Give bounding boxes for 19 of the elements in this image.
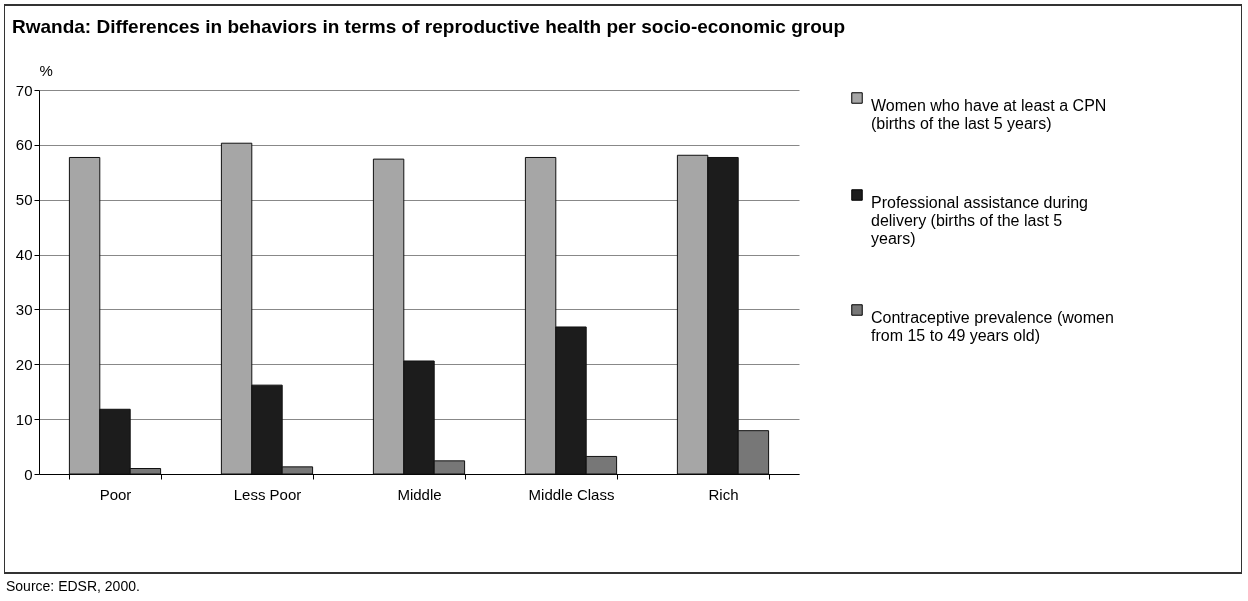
y-tick-label: 50 (15, 191, 33, 209)
source-note: Source: EDSR, 2000. (6, 578, 140, 594)
legend-label: Women who have at least a CPN (births of the last 5 years) (871, 97, 1107, 132)
x-tick-label: Rich (708, 485, 739, 503)
y-tick-label: 60 (15, 136, 33, 154)
y-axis-title: % (39, 61, 53, 79)
x-tick-label: Middle Class (528, 485, 615, 503)
x-tick-label: Less Poor (233, 485, 302, 503)
x-tick-label: Middle (397, 485, 442, 503)
x-tick-label: Poor (99, 485, 132, 503)
y-tick-label: 70 (15, 81, 33, 99)
y-tick-label: 30 (15, 300, 33, 318)
y-tick-label: 40 (15, 246, 33, 264)
legend-label: Contraceptive prevalence (women from 15 to 49 years old) (871, 309, 1114, 344)
y-tick-label: 10 (15, 410, 33, 428)
legend-label: Professional assistance during delivery (births of the last 5 years) (871, 194, 1089, 247)
y-tick-label: 20 (15, 355, 33, 373)
chart-title: Rwanda: Differences in behaviors in terms of reproductive health per socio-economic group (12, 16, 846, 38)
y-tick-label: 0 (24, 465, 33, 483)
